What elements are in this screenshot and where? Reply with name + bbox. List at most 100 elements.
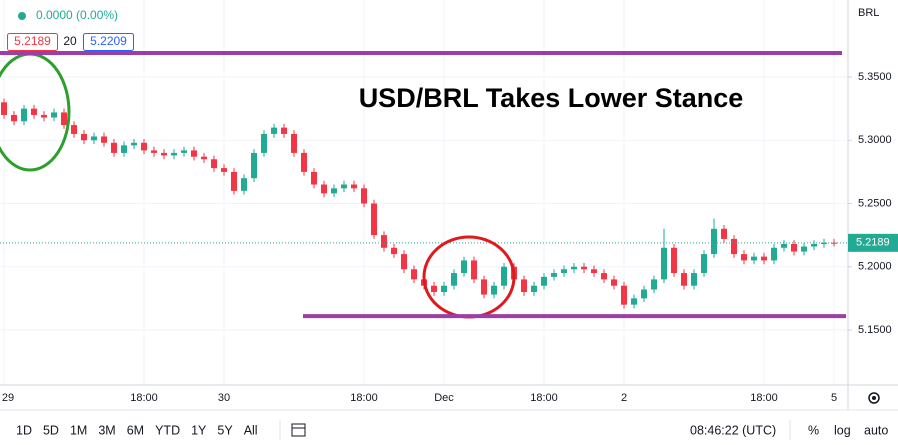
candle-body — [381, 235, 387, 248]
candle-body — [401, 254, 407, 270]
ask[interactable]: 5.2209 — [90, 34, 127, 48]
range-button[interactable]: 6M — [127, 423, 144, 437]
candle-body — [801, 246, 807, 252]
candle-body — [701, 254, 707, 274]
x-tick-label: 18:00 — [130, 392, 158, 404]
candle-body — [711, 228, 717, 255]
candle-body — [351, 184, 357, 189]
option-button[interactable]: log — [834, 423, 851, 437]
icon[interactable] — [872, 396, 876, 400]
candle-body — [501, 266, 507, 286]
candle-body — [131, 142, 137, 146]
range-button[interactable]: 5D — [43, 423, 59, 437]
x-tick-label: 2 — [621, 392, 627, 404]
candle-body — [251, 152, 257, 179]
x-tick-label: Dec — [434, 392, 454, 404]
candle-body — [311, 171, 317, 185]
candle-body — [641, 289, 647, 299]
range-button[interactable]: 1M — [70, 423, 87, 437]
range-button[interactable]: 1D — [16, 423, 32, 437]
candle-body — [671, 247, 677, 274]
candle-body — [211, 159, 217, 169]
candle-body — [241, 178, 247, 191]
y-tick-label: 5.3000 — [858, 134, 892, 146]
grid — [0, 0, 848, 385]
icon[interactable] — [291, 423, 306, 437]
candle-body — [41, 114, 47, 118]
candle-body — [361, 188, 367, 204]
candle-body — [121, 145, 127, 153]
candle-body — [481, 279, 487, 295]
y-tick-label: 5.1500 — [858, 324, 892, 336]
bid[interactable]: 5.2189 — [14, 34, 51, 48]
icon[interactable] — [868, 392, 880, 404]
bid-box[interactable] — [7, 33, 58, 51]
date-range-icon[interactable] — [291, 423, 306, 437]
ask-box[interactable] — [83, 33, 134, 51]
candle-body — [491, 285, 497, 295]
status-dot — [18, 12, 26, 20]
toolbar: 1D 5D 1M 3M 6M YTD 1Y 5Y All 08:46:22 (UTC)% log au… — [16, 423, 888, 437]
candle-body — [331, 188, 337, 194]
candle-body — [81, 133, 87, 141]
candle-body — [231, 171, 237, 191]
candle-body — [541, 276, 547, 286]
candle-body — [571, 266, 577, 270]
range-button[interactable]: 1Y — [191, 423, 207, 437]
candle-body — [621, 285, 627, 305]
range-button[interactable]: All — [244, 423, 258, 437]
candle-body — [301, 152, 307, 172]
candle-body — [751, 256, 757, 261]
last-price-tag — [848, 233, 898, 252]
range-button[interactable]: 5Y — [217, 423, 233, 437]
x-tick-label: 5 — [831, 392, 837, 404]
candle-body — [271, 127, 277, 134]
candle-body — [91, 136, 97, 141]
x-tick-label: 29 — [2, 392, 14, 404]
range-button[interactable]: 3M — [98, 423, 115, 437]
candle-body — [611, 279, 617, 286]
candle-body — [291, 133, 297, 153]
candle-body — [681, 273, 687, 286]
chart-title: USD/BRL Takes Lower Stance — [359, 83, 744, 113]
candle-body — [411, 269, 417, 280]
candle-body — [71, 125, 77, 134]
option-button[interactable]: % — [808, 423, 819, 437]
candle-body — [391, 247, 397, 255]
candle-body — [771, 247, 777, 261]
x-tick-label: 30 — [218, 392, 230, 404]
candle-body — [791, 243, 797, 252]
candle-body — [61, 112, 67, 126]
y-axis-label: BRL — [858, 7, 879, 19]
candle-body — [31, 108, 37, 115]
candle-body — [781, 243, 787, 248]
x-tick-label: 18:00 — [750, 392, 778, 404]
plot — [0, 98, 848, 309]
candle-body — [21, 108, 27, 122]
candle-body — [171, 152, 177, 156]
spread: 20 — [63, 34, 77, 48]
candle-body — [631, 298, 637, 305]
candle-body — [431, 285, 437, 293]
candle-body — [1, 102, 7, 115]
range-button[interactable]: YTD — [155, 423, 180, 437]
y-tick-label: 5.3500 — [858, 71, 892, 83]
clock: 08:46:22 (UTC) — [690, 423, 776, 437]
settings-icon[interactable] — [868, 392, 880, 404]
candle-body — [601, 273, 607, 280]
candle-body — [691, 273, 697, 286]
candle-body — [811, 243, 817, 247]
candle-body — [471, 260, 477, 280]
candle-body — [181, 150, 187, 153]
candle-body — [51, 112, 57, 118]
candle-body — [661, 247, 667, 280]
candle-body — [531, 285, 537, 293]
candle-body — [221, 168, 227, 172]
option-button[interactable]: auto — [864, 423, 888, 437]
candle-body — [521, 279, 527, 293]
x-tick-label: 18:00 — [530, 392, 558, 404]
candle-body — [591, 269, 597, 274]
y-tick-label: 5.2500 — [858, 197, 892, 209]
